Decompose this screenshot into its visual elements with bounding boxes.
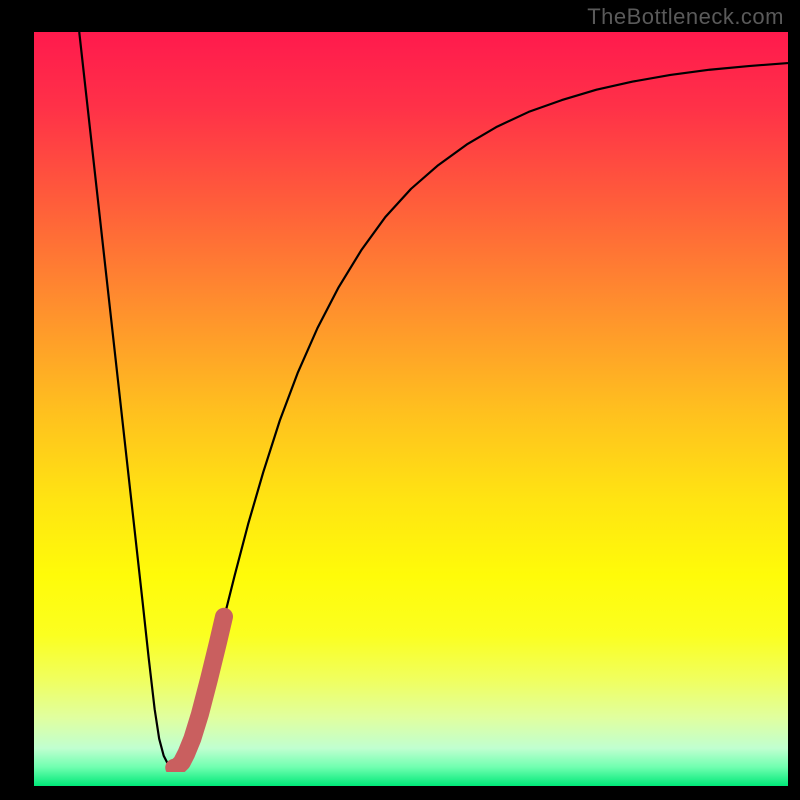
curve-layer	[34, 32, 788, 772]
highlight-segment	[174, 617, 224, 768]
chart-plot-area	[34, 32, 788, 772]
watermark-text: TheBottleneck.com	[587, 4, 784, 30]
bottleneck-curve	[79, 32, 788, 768]
